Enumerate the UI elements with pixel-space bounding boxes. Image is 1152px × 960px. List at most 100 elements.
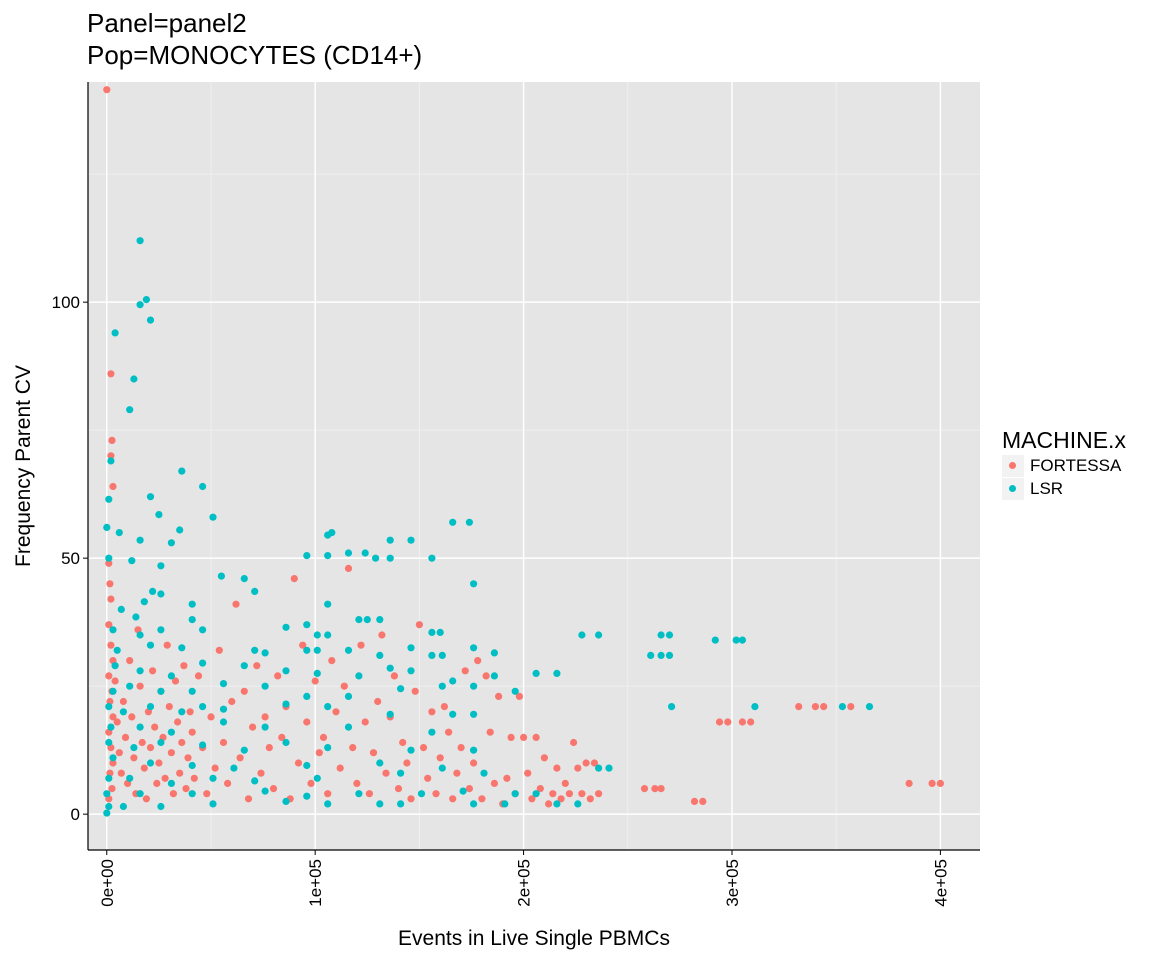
point-fortessa bbox=[582, 759, 590, 767]
point-lsr bbox=[128, 557, 136, 565]
point-fortessa bbox=[486, 728, 494, 736]
point-lsr bbox=[105, 495, 113, 503]
point-fortessa bbox=[107, 595, 115, 603]
data-points bbox=[103, 86, 945, 817]
point-fortessa bbox=[142, 795, 150, 803]
point-lsr bbox=[219, 680, 228, 688]
point-fortessa bbox=[570, 738, 578, 747]
point-fortessa bbox=[357, 641, 365, 649]
point-lsr bbox=[428, 728, 436, 736]
point-fortessa bbox=[188, 728, 196, 736]
point-fortessa bbox=[905, 779, 913, 788]
point-fortessa bbox=[136, 682, 144, 690]
point-fortessa bbox=[699, 797, 707, 806]
point-fortessa bbox=[278, 733, 286, 742]
point-lsr bbox=[532, 669, 540, 678]
legend-item-lsr: LSR bbox=[1002, 477, 1126, 500]
point-fortessa bbox=[436, 754, 444, 762]
point-fortessa bbox=[507, 733, 515, 742]
point-lsr bbox=[303, 552, 311, 560]
minor-gridlines bbox=[88, 82, 980, 850]
point-lsr bbox=[470, 580, 478, 588]
point-fortessa bbox=[121, 733, 130, 742]
point-lsr bbox=[111, 329, 119, 337]
point-fortessa bbox=[747, 718, 755, 726]
point-lsr bbox=[115, 529, 123, 537]
point-lsr bbox=[303, 761, 311, 770]
point-lsr bbox=[157, 562, 165, 570]
point-fortessa bbox=[586, 795, 594, 803]
point-fortessa bbox=[257, 769, 265, 777]
x-tick-label: 4e+05 bbox=[931, 859, 950, 907]
point-fortessa bbox=[146, 744, 155, 752]
point-fortessa bbox=[399, 738, 407, 747]
point-fortessa bbox=[117, 769, 125, 777]
point-lsr bbox=[136, 723, 144, 731]
point-fortessa bbox=[167, 749, 175, 757]
point-lsr bbox=[209, 513, 217, 521]
point-lsr bbox=[449, 518, 457, 526]
point-fortessa bbox=[107, 370, 115, 378]
point-fortessa bbox=[207, 713, 215, 721]
point-lsr bbox=[344, 692, 353, 701]
point-lsr bbox=[386, 554, 394, 562]
point-fortessa bbox=[182, 785, 190, 793]
point-fortessa bbox=[394, 785, 403, 793]
point-fortessa bbox=[111, 677, 119, 685]
point-fortessa bbox=[128, 713, 136, 721]
point-fortessa bbox=[478, 795, 486, 803]
point-lsr bbox=[751, 703, 759, 711]
point-lsr bbox=[407, 746, 415, 754]
y-tick-label: 100 bbox=[52, 293, 80, 312]
point-lsr bbox=[217, 572, 225, 580]
point-lsr bbox=[146, 703, 155, 711]
point-fortessa bbox=[153, 779, 161, 788]
legend: MACHINE.x FORTESSA LSR bbox=[1002, 426, 1126, 500]
point-fortessa bbox=[557, 795, 565, 803]
point-lsr bbox=[132, 613, 140, 621]
point-fortessa bbox=[528, 795, 536, 803]
point-fortessa bbox=[457, 744, 465, 752]
point-fortessa bbox=[219, 738, 228, 747]
point-fortessa bbox=[232, 600, 240, 608]
point-lsr bbox=[282, 667, 290, 675]
point-fortessa bbox=[495, 692, 503, 701]
point-fortessa bbox=[445, 728, 453, 736]
point-fortessa bbox=[340, 682, 348, 690]
point-fortessa bbox=[811, 703, 820, 711]
point-lsr bbox=[324, 744, 332, 752]
point-lsr bbox=[449, 710, 457, 718]
point-lsr bbox=[167, 539, 175, 547]
point-lsr bbox=[136, 237, 144, 245]
point-lsr bbox=[711, 636, 719, 644]
point-lsr bbox=[511, 790, 519, 798]
point-lsr bbox=[738, 636, 747, 644]
point-lsr bbox=[376, 651, 384, 660]
point-fortessa bbox=[106, 580, 114, 588]
point-fortessa bbox=[328, 657, 336, 665]
point-lsr bbox=[407, 667, 415, 675]
point-lsr bbox=[282, 738, 290, 747]
point-fortessa bbox=[253, 662, 261, 670]
point-lsr bbox=[146, 641, 155, 649]
point-fortessa bbox=[382, 769, 390, 777]
point-lsr bbox=[126, 774, 134, 782]
point-fortessa bbox=[178, 738, 186, 747]
point-lsr bbox=[490, 672, 498, 680]
point-lsr bbox=[199, 659, 207, 667]
point-lsr bbox=[303, 621, 311, 629]
point-lsr bbox=[157, 626, 165, 634]
point-fortessa bbox=[640, 785, 649, 793]
point-lsr bbox=[261, 787, 269, 795]
point-lsr bbox=[407, 644, 415, 652]
point-lsr bbox=[470, 644, 478, 652]
legend-label-fortessa: FORTESSA bbox=[1030, 455, 1122, 475]
point-fortessa bbox=[169, 790, 177, 798]
point-lsr bbox=[240, 662, 248, 670]
point-lsr bbox=[282, 700, 290, 708]
point-fortessa bbox=[228, 697, 236, 706]
x-axis-ticks: 0e+00 1e+05 2e+05 3e+05 4e+05 bbox=[98, 850, 950, 907]
point-lsr bbox=[459, 787, 467, 795]
point-fortessa bbox=[353, 779, 361, 788]
point-lsr bbox=[167, 779, 175, 788]
